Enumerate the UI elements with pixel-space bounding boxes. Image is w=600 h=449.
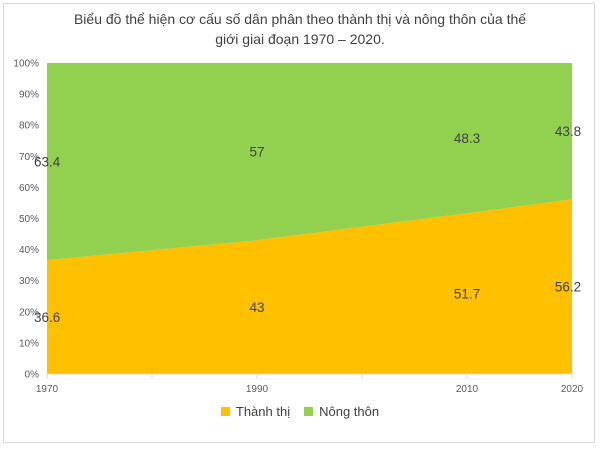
y-tick-label: 80% [19, 121, 39, 132]
x-tick-label: 1970 [36, 384, 59, 395]
x-tick-label: 1990 [246, 384, 269, 395]
legend-label-urban: Thành thị [235, 404, 291, 419]
chart-title: Biểu đồ thể hiện cơ cấu số dân phân theo… [40, 9, 560, 49]
legend-swatch-urban [220, 407, 230, 416]
data-label-series-1: 48.3 [454, 131, 480, 146]
y-tick-label: 30% [19, 276, 39, 287]
y-tick-label: 100% [13, 59, 39, 70]
y-tick-label: 20% [19, 307, 39, 318]
legend-swatch-rural [304, 407, 314, 416]
chart-title-line-1: Biểu đồ thể hiện cơ cấu số dân phân theo… [73, 11, 527, 27]
x-tick-label: 2020 [561, 384, 584, 395]
y-tick-label: 10% [19, 338, 39, 349]
legend-item-rural: Nông thôn [304, 404, 379, 419]
legend-label-rural: Nông thôn [319, 404, 380, 419]
area-series-0 [47, 199, 572, 374]
y-tick-label: 90% [19, 90, 39, 101]
y-tick-label: 70% [19, 152, 39, 163]
y-tick-label: 60% [19, 183, 39, 194]
area-series-1 [47, 63, 572, 261]
data-label-series-1: 57 [249, 145, 264, 160]
data-label-series-0: 51.7 [454, 287, 480, 302]
chart-title-line-2: giới giai đoạn 1970 – 2020. [215, 31, 385, 47]
x-tick-label: 2010 [456, 384, 479, 395]
data-label-series-1: 63.4 [34, 155, 61, 170]
y-tick-label: 40% [19, 245, 39, 256]
legend: Thành thị Nông thôn [0, 404, 600, 419]
data-label-series-0: 36.6 [34, 310, 60, 325]
data-label-series-0: 43 [249, 300, 264, 315]
data-label-series-0: 56.2 [555, 280, 581, 295]
y-tick-label: 50% [19, 214, 39, 225]
y-tick-label: 0% [25, 370, 40, 381]
legend-item-urban: Thành thị [220, 404, 291, 419]
data-label-series-1: 43.8 [555, 124, 581, 139]
